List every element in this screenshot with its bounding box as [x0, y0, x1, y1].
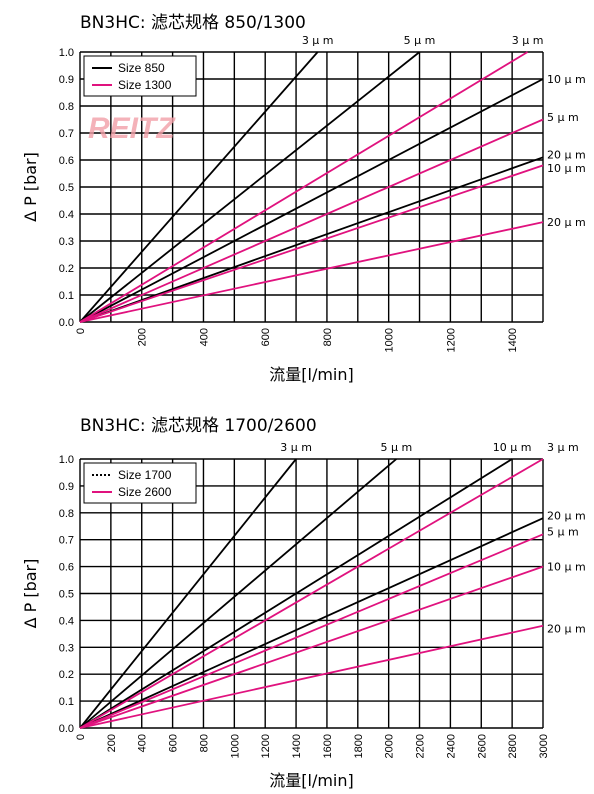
- y-tick-label: 0.9: [59, 481, 74, 493]
- series-label: 5 μ m: [381, 441, 413, 454]
- series-line: [79, 156, 544, 323]
- x-tick-label: 400: [137, 734, 149, 752]
- x-tick-label: 2000: [384, 734, 396, 758]
- y-tick-label: 0.0: [59, 317, 74, 329]
- y-tick-label: 0.5: [59, 589, 74, 601]
- series-label: 10 μ m: [547, 561, 586, 574]
- y-tick-label: 0.4: [59, 209, 74, 221]
- y-tick-label: 0.7: [59, 128, 74, 140]
- series-label: 20 μ m: [547, 509, 586, 522]
- x-tick-label: 1200: [260, 734, 272, 758]
- y-tick-label: 0.0: [59, 723, 74, 735]
- series-label: 20 μ m: [547, 216, 586, 229]
- grid: [79, 51, 544, 323]
- x-tick-label: 200: [106, 734, 118, 752]
- x-tick-label: 0: [75, 328, 87, 334]
- x-axis-label: 流量[l/min]: [269, 771, 354, 790]
- chart-title-850-1300: BN3HC: 滤芯规格 850/1300: [80, 13, 306, 33]
- series-group: [79, 458, 544, 729]
- legend-label: Size 1700: [118, 468, 172, 482]
- x-tick-label: 1000: [229, 734, 241, 758]
- series-line: [79, 164, 544, 323]
- x-tick-label: 1400: [291, 734, 303, 758]
- y-tick-label: 1.0: [59, 454, 74, 466]
- series-line: [79, 565, 544, 729]
- y-tick-label: 1.0: [59, 47, 74, 59]
- series-line: [79, 533, 544, 729]
- series-line: [79, 51, 319, 323]
- series-line: [79, 118, 544, 323]
- x-tick-label: 2600: [476, 734, 488, 758]
- legend: Size 1700 Size 2600: [83, 462, 197, 504]
- x-tick-label: 600: [168, 734, 180, 752]
- series-label: 3 μ m: [547, 441, 579, 454]
- series-label: 3 μ m: [512, 34, 544, 47]
- series-line: [79, 458, 544, 729]
- series-line: [79, 51, 529, 323]
- y-tick-label: 0.7: [59, 535, 74, 547]
- x-tick-label: 800: [322, 328, 334, 346]
- x-tick-label: 3000: [538, 734, 550, 758]
- series-line: [79, 458, 397, 729]
- y-tick-label: 0.3: [59, 642, 74, 654]
- x-tick-label: 1800: [353, 734, 365, 758]
- y-tick-label: 0.6: [59, 155, 74, 167]
- series-line: [79, 458, 513, 729]
- legend-box: [83, 462, 197, 504]
- x-tick-label: 2800: [507, 734, 519, 758]
- y-tick-label: 0.6: [59, 562, 74, 574]
- x-tick-label: 2400: [445, 734, 457, 758]
- series-group: [79, 51, 544, 323]
- legend-label: Size 850: [118, 61, 165, 75]
- series-line: [79, 458, 297, 729]
- x-tick-label: 1600: [322, 734, 334, 758]
- x-axis-label: 流量[l/min]: [269, 365, 354, 384]
- chart-850-1300: 0.0 0.1 0.2 0.3 0.4 0.5 0.6 0.7 0.8 0.9 1.0 0 200 400…: [21, 34, 586, 384]
- y-tick-label: 0.3: [59, 236, 74, 248]
- x-tick-label: 2200: [415, 734, 427, 758]
- series-label: 3 μ m: [280, 441, 312, 454]
- legend-box: [83, 55, 197, 97]
- series-line: [79, 51, 421, 323]
- x-tick-label: 200: [137, 328, 149, 346]
- y-axis-label: Δ P [bar]: [21, 559, 40, 629]
- legend: Size 850 Size 1300: [83, 55, 197, 97]
- series-label: 5 μ m: [404, 34, 436, 47]
- y-axis-label: Δ P [bar]: [21, 152, 40, 222]
- x-tick-label: 1400: [507, 328, 519, 352]
- series-label: 10 μ m: [547, 162, 586, 175]
- y-tick-label: 0.9: [59, 74, 74, 86]
- series-label: 10 μ m: [493, 441, 532, 454]
- x-tick-label: 800: [198, 734, 210, 752]
- series-label: 10 μ m: [547, 73, 586, 86]
- x-tick-label: 1000: [384, 328, 396, 352]
- legend-label: Size 2600: [118, 485, 172, 499]
- y-tick-label: 0.4: [59, 615, 74, 627]
- series-line: [79, 624, 544, 729]
- series-label: 20 μ m: [547, 622, 586, 635]
- series-label: 5 μ m: [547, 526, 579, 539]
- y-tick-label: 0.2: [59, 263, 74, 275]
- y-tick-label: 0.1: [59, 290, 74, 302]
- y-tick-label: 0.5: [59, 182, 74, 194]
- series-line: [79, 221, 544, 323]
- y-tick-label: 0.2: [59, 669, 74, 681]
- y-tick-label: 0.8: [59, 101, 74, 113]
- x-tick-label: 0: [75, 734, 87, 740]
- series-line: [79, 517, 544, 729]
- x-tick-label: 600: [260, 328, 272, 346]
- x-tick-label: 400: [198, 328, 210, 346]
- series-line: [79, 78, 544, 323]
- series-label: 20 μ m: [547, 149, 586, 162]
- watermark-logo: REITZ: [88, 112, 176, 145]
- chart-title-1700-2600: BN3HC: 滤芯规格 1700/2600: [80, 416, 317, 436]
- y-tick-label: 0.1: [59, 696, 74, 708]
- y-tick-label: 0.8: [59, 508, 74, 520]
- x-tick-label: 1200: [445, 328, 457, 352]
- legend-label: Size 1300: [118, 78, 172, 92]
- series-label: 3 μ m: [302, 34, 334, 47]
- series-label: 5 μ m: [547, 111, 579, 124]
